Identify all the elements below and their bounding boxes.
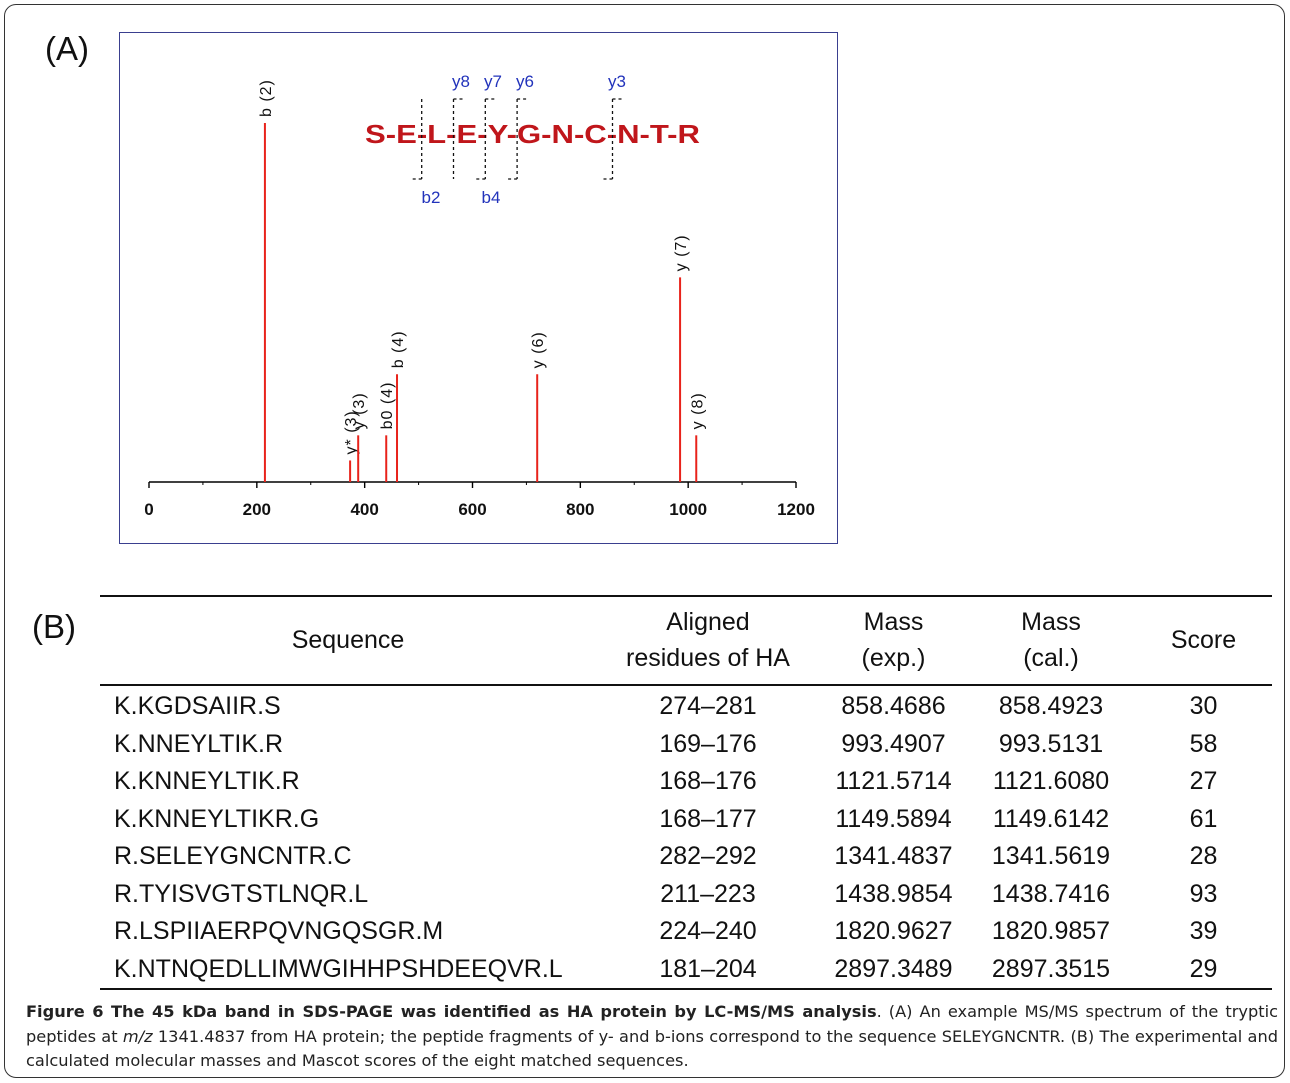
x-tick-label: 0 xyxy=(144,500,153,519)
peptide-sequence: S-E-L-E-Y-G-N-C-N-T-R xyxy=(365,119,700,149)
table-cell: 1149.6142 xyxy=(992,804,1110,833)
table-row: R.LSPIIAERPQVNGQSGR.M 224–240 1820.9627 182… xyxy=(100,913,1272,951)
table-cell: K.NTNQEDLLIMWGIHHPSHDEEQVR.L xyxy=(114,954,563,983)
caption-mz: m/z xyxy=(122,1026,153,1046)
peak-label: y (7) xyxy=(673,234,690,271)
table-cell: 2897.3489 xyxy=(834,954,953,983)
x-tick-label: 600 xyxy=(458,500,486,519)
table-cell: R.LSPIIAERPQVNGQSGR.M xyxy=(114,917,444,945)
peak-label: y* (3) xyxy=(343,410,360,454)
table-cell: 282–292 xyxy=(659,842,757,870)
table-cell: 1820.9627 xyxy=(834,917,953,945)
table-row: K.NNEYLTIK.R 169–176 993.4907 993.5131 58 xyxy=(100,726,1272,764)
spectrum-svg: 0 200 400 600 800 1000 1200 b (2) y* (3)y (3) b0 … xyxy=(144,72,815,519)
table-cell: 993.4907 xyxy=(841,729,946,758)
figure-caption: Figure 6 The 45 kDa band in SDS-PAGE was… xyxy=(26,1000,1278,1074)
table-row: R.SELEYGNCNTR.C 282–292 1341.4837 1341.5619… xyxy=(100,838,1272,876)
peak-label: y (6) xyxy=(530,331,547,368)
column-header-line: Aligned xyxy=(666,608,750,636)
peak-label: b (4) xyxy=(390,330,407,368)
table-cell: 1149.5894 xyxy=(835,804,952,833)
x-tick-label: 800 xyxy=(566,500,594,519)
peptide-table: Sequence Aligned residues of HA Mass (exp.) M… xyxy=(100,595,1272,990)
peak-label: b (2) xyxy=(258,79,275,117)
x-tick-label: 200 xyxy=(243,500,271,519)
table-cell: 1438.9854 xyxy=(834,879,953,908)
y-ion-label: y6 xyxy=(516,72,534,91)
table-row: K.KNNEYLTIK.R 168–176 1121.5714 1121.6080 27 xyxy=(100,763,1272,801)
column-header-line: Score xyxy=(1170,626,1237,654)
column-header: Score xyxy=(1135,596,1272,685)
column-header-line: Sequence xyxy=(291,626,405,654)
panel-b-label: (B) xyxy=(32,608,76,645)
table-cell: 224–240 xyxy=(659,917,757,945)
x-tick-label: 400 xyxy=(350,500,378,519)
b-ion-label: b2 xyxy=(422,188,441,207)
table-cell: 1121.5714 xyxy=(835,767,952,795)
caption-text-2: 1341.4837 from HA protein; the peptide f… xyxy=(26,1026,1278,1071)
b-ion-label: b4 xyxy=(482,188,501,207)
column-header-line: Mass xyxy=(863,608,924,636)
column-header-line: (cal.) xyxy=(1023,644,1079,672)
table-cell: 181–204 xyxy=(659,954,757,983)
column-header-line: residues of HA xyxy=(626,644,790,672)
table-row: K.KNNEYLTIKR.G 168–177 1149.5894 1149.6142 6… xyxy=(100,801,1272,839)
column-header-line: (exp.) xyxy=(861,644,926,672)
column-header: Mass (exp.) xyxy=(820,596,967,685)
table-cell: 28 xyxy=(1189,842,1218,870)
table-cell: R.SELEYGNCNTR.C xyxy=(114,842,352,870)
table-row: R.TYISVGTSTLNQR.L 211–223 1438.9854 1438.74… xyxy=(100,876,1272,914)
table-cell: K.KGDSAIIR.S xyxy=(114,692,281,720)
table-body: K.KGDSAIIR.S 274–281 858.4686 858.4923 30 K.N… xyxy=(100,685,1272,989)
table-cell: 39 xyxy=(1189,917,1218,945)
table-cell: 27 xyxy=(1189,767,1218,795)
ms-spectrum-chart: 0 200 400 600 800 1000 1200 b (2) y* (3) y (3) b0 … xyxy=(119,32,838,544)
panel-a-label: (A) xyxy=(45,30,89,67)
table-cell: 993.5131 xyxy=(998,729,1104,758)
table-cell: 2897.3515 xyxy=(991,954,1111,983)
table-cell: 168–176 xyxy=(659,767,757,795)
table-row: K.KGDSAIIR.S 274–281 858.4686 858.4923 30 xyxy=(100,685,1272,726)
table-cell: 1820.9857 xyxy=(991,917,1111,945)
table-cell: 93 xyxy=(1189,879,1218,908)
table-cell: 1438.7416 xyxy=(991,879,1111,908)
table-cell: K.KNNEYLTIKR.G xyxy=(114,804,320,833)
x-tick-label: 1200 xyxy=(777,500,815,519)
caption-text-1: . (A) An example MS/MS spectrum of the t… xyxy=(26,1002,1278,1046)
table-cell: 211–223 xyxy=(660,879,756,908)
x-tick-label: 1000 xyxy=(669,500,707,519)
table-cell: 1121.6080 xyxy=(992,767,1110,795)
table-cell: 29 xyxy=(1189,954,1218,983)
table-row: K.NTNQEDLLIMWGIHHPSHDEEQVR.L 181–204 2897.… xyxy=(100,951,1272,989)
table-cell: 61 xyxy=(1189,804,1218,833)
y-ion-label: y8 xyxy=(452,72,470,91)
table-cell: 169–176 xyxy=(659,729,757,758)
peptide-table-wrap: Sequence Aligned residues of HA Mass (exp.) M… xyxy=(100,595,1272,990)
caption-title: Figure 6 The 45 kDa band in SDS-PAGE was… xyxy=(26,1002,877,1021)
peak-label: y (3) xyxy=(351,392,368,429)
table-cell: K.NNEYLTIK.R xyxy=(114,729,284,758)
table-cell: 58 xyxy=(1189,729,1218,758)
column-header: Sequence xyxy=(100,596,596,685)
table-cell: 1341.4837 xyxy=(834,842,953,870)
column-header: Aligned residues of HA xyxy=(596,596,820,685)
y-ion-label: y3 xyxy=(608,72,626,91)
column-header-line: Mass xyxy=(1021,608,1081,636)
table-cell: 168–177 xyxy=(659,804,757,833)
table-cell: K.KNNEYLTIK.R xyxy=(114,767,300,795)
peak-label: y (8) xyxy=(689,392,706,429)
table-header-row: Sequence Aligned residues of HA Mass (exp.) M… xyxy=(100,596,1272,685)
table-cell: 30 xyxy=(1189,692,1218,720)
peak-label: b0 (4) xyxy=(379,382,396,430)
table-cell: 274–281 xyxy=(659,692,757,720)
column-header: Mass (cal.) xyxy=(967,596,1135,685)
table-cell: 858.4686 xyxy=(841,692,946,720)
table-cell: R.TYISVGTSTLNQR.L xyxy=(114,879,369,908)
y-ion-label: y7 xyxy=(484,72,502,91)
table-cell: 1341.5619 xyxy=(991,842,1111,870)
table-cell: 858.4923 xyxy=(998,692,1104,720)
